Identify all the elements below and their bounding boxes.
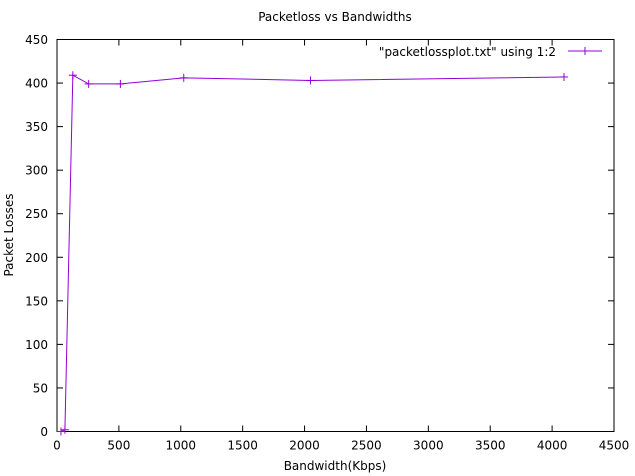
legend: "packetlossplot.txt" using 1:2 (379, 45, 602, 59)
x-tick-label: 500 (107, 439, 130, 453)
data-point (84, 79, 93, 88)
x-tick-label: 3500 (475, 439, 506, 453)
y-tick-label: 0 (40, 425, 48, 439)
y-tick-label: 250 (25, 207, 48, 221)
data-point (68, 71, 77, 80)
data-point (306, 76, 315, 85)
x-tick-label: 4000 (537, 439, 568, 453)
plot-frame (56, 39, 615, 432)
series-layer (56, 71, 568, 436)
series-line (60, 74, 565, 432)
x-tick-label: 0 (53, 439, 61, 453)
x-tick-label: 2500 (351, 439, 382, 453)
x-axis: 0 500 1000 1500 2000 2500 3000 3500 4000 4500 (53, 39, 630, 453)
y-tick-label: 450 (25, 33, 48, 47)
x-tick-label: 1000 (166, 439, 197, 453)
data-point (56, 427, 65, 436)
y-axis: 0 50 100 150 200 250 300 350 400 450 (25, 33, 614, 439)
y-tick-label: 50 (33, 381, 48, 395)
legend-label: "packetlossplot.txt" using 1:2 (379, 45, 556, 59)
y-tick-label: 400 (25, 77, 48, 91)
y-tick-label: 200 (25, 251, 48, 265)
x-tick-label: 2000 (289, 439, 320, 453)
y-axis-label: Packet Losses (2, 193, 16, 276)
chart-title: Packetloss vs Bandwidths (258, 10, 412, 24)
data-point (116, 79, 125, 88)
data-point (60, 425, 69, 434)
y-tick-label: 100 (25, 338, 48, 352)
x-tick-label: 4500 (599, 439, 630, 453)
x-axis-label: Bandwidth(Kbps) (284, 459, 387, 473)
data-point (559, 72, 568, 81)
y-tick-label: 350 (25, 120, 48, 134)
data-point (179, 73, 188, 82)
legend-marker (581, 47, 589, 55)
legend-plus-marker (581, 47, 589, 55)
x-tick-label: 1500 (227, 439, 258, 453)
y-tick-label: 300 (25, 164, 48, 178)
x-tick-label: 3000 (413, 439, 444, 453)
y-tick-label: 150 (25, 294, 48, 308)
